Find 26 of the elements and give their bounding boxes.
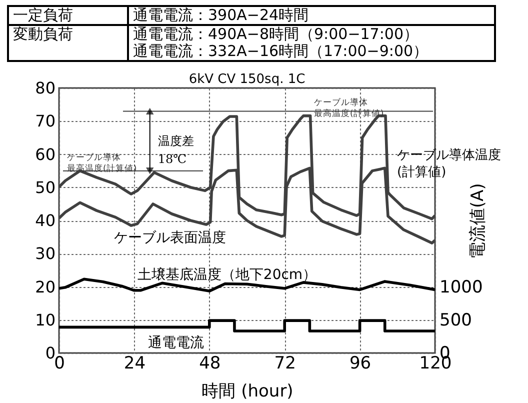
y-tick-label: 50 <box>35 178 56 197</box>
x-tick-label: 72 <box>274 354 296 374</box>
y2-tick-label: 500 <box>440 310 472 330</box>
y-tick-label: 20 <box>35 277 56 296</box>
series-label: ケーブル表面温度 <box>114 230 226 246</box>
y-tick-label: 30 <box>35 244 56 264</box>
y-tick-label: 70 <box>35 112 56 131</box>
text: 変動負荷 <box>8 25 128 61</box>
text: 通電電流：332A−16時間（17:00−9:00） <box>133 42 428 60</box>
text: 通電電流：390A−24時間 <box>128 6 495 25</box>
x-axis-title: 時間 (hour) <box>202 382 294 402</box>
y-tick-label: 80 <box>35 78 56 98</box>
y-tick-label: 60 <box>35 144 56 164</box>
y-tick-label: 40 <box>35 211 56 230</box>
chart-title: 6kV CV 150sq. 1C <box>188 72 306 87</box>
series-label: 土壌基底温度（地下20cm） <box>137 267 317 283</box>
x-tick-label: 24 <box>124 354 146 374</box>
y2-axis-title: 電流値(A) <box>468 183 488 259</box>
y2-tick-label: 1000 <box>440 277 483 298</box>
text: 通電電流：490A−8時間（9:00−17:00） <box>133 25 418 43</box>
x-tick-label: 96 <box>349 354 372 374</box>
text: 一定負荷 <box>8 6 128 25</box>
y-tick-label: 10 <box>35 310 56 330</box>
series-label: 通電電流 <box>148 335 204 351</box>
x-tick-label: 48 <box>199 354 221 374</box>
annotation: 温度差18℃ <box>158 134 194 166</box>
